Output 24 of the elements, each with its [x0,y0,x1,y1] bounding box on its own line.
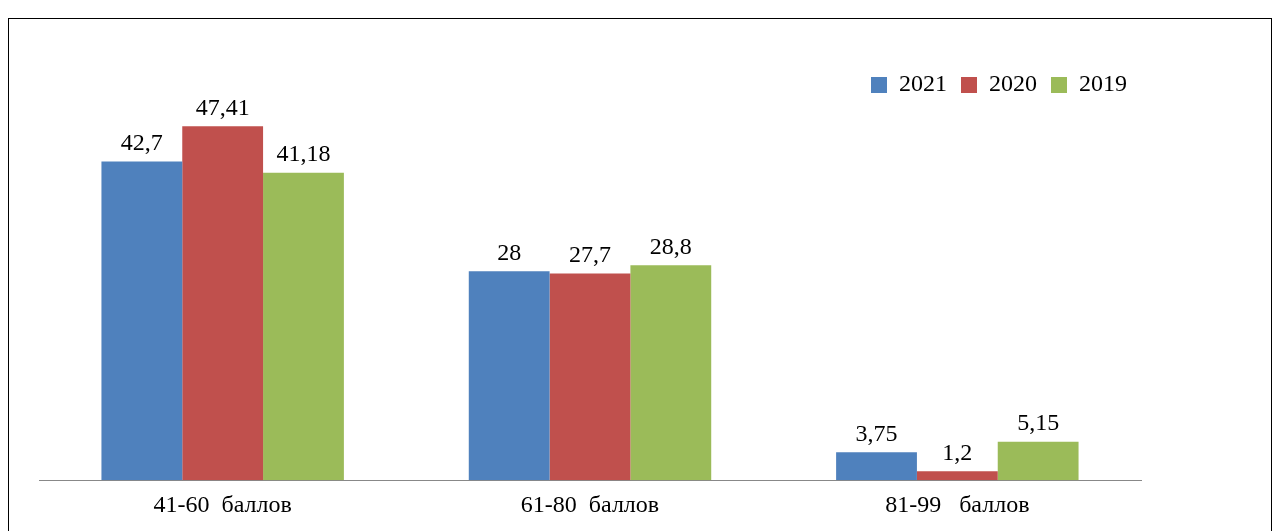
data-label: 1,2 [942,438,973,465]
data-label: 27,7 [569,240,611,267]
legend-label: 2019 [1079,70,1127,97]
data-label: 3,75 [855,419,898,446]
data-label: 28 [497,238,522,265]
x-tick-label: 81-99 баллов [885,490,1030,517]
legend-label: 2021 [899,70,947,97]
data-label: 41,18 [276,140,331,167]
bar [997,441,1079,481]
bar [182,126,264,481]
bar [263,172,344,481]
data-label: 28,8 [649,232,692,259]
data-label: 5,15 [1017,409,1060,436]
x-tick-label: 61-80 баллов [520,490,660,517]
bar [468,271,550,481]
bar [101,161,183,481]
legend-label: 2020 [989,70,1037,97]
data-label: 42,7 [120,128,163,155]
x-tick-label: 41-60 баллов [153,490,292,517]
bar [549,273,631,481]
data-label: 47,41 [195,93,250,120]
bar [630,265,712,481]
bar [916,471,998,481]
bar [836,452,917,481]
